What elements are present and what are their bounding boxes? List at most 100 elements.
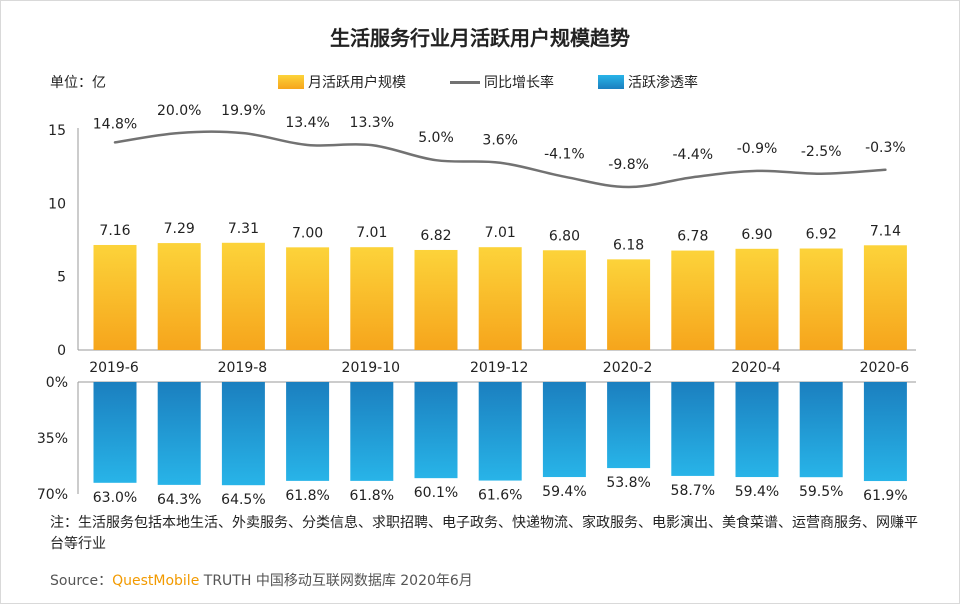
penetration-value-label: 61.8% bbox=[285, 488, 329, 504]
growth-value-label: 19.9% bbox=[221, 103, 265, 119]
legend-mau-swatch bbox=[278, 75, 304, 89]
penetration-value-label: 58.7% bbox=[671, 483, 715, 499]
growth-value-label: 20.0% bbox=[157, 103, 201, 119]
unit-label: 单位：亿 bbox=[50, 75, 106, 91]
penetration-bars bbox=[93, 382, 907, 486]
penetration-bar bbox=[414, 382, 458, 479]
lower-y-tick-label: 70% bbox=[37, 487, 68, 503]
x-tick-label: 2019-6 bbox=[89, 360, 139, 376]
legend-mau-label: 月活跃用户规模 bbox=[308, 75, 406, 91]
penetration-value-label: 64.5% bbox=[221, 492, 265, 508]
x-tick-label: 2020-6 bbox=[860, 360, 910, 376]
x-tick-label: 2019-8 bbox=[218, 360, 268, 376]
penetration-bar bbox=[286, 382, 330, 481]
growth-line-path bbox=[113, 130, 887, 189]
lower-y-tick-label: 0% bbox=[46, 375, 68, 391]
source-rest: TRUTH 中国移动互联网数据库 2020年6月 bbox=[199, 573, 473, 589]
penetration-value-label: 59.4% bbox=[542, 484, 586, 500]
mau-bar bbox=[157, 243, 201, 350]
source-prefix: Source： bbox=[50, 573, 113, 589]
legend-mau: 月活跃用户规模 bbox=[278, 72, 406, 92]
mau-bar bbox=[350, 247, 394, 350]
growth-value-label: 13.4% bbox=[285, 115, 329, 131]
mau-value-label: 6.92 bbox=[806, 227, 837, 243]
mau-bar bbox=[607, 259, 651, 350]
penetration-value-label: 61.9% bbox=[863, 488, 907, 504]
growth-line bbox=[113, 130, 887, 189]
mau-bar bbox=[414, 249, 458, 350]
growth-value-label: 13.3% bbox=[350, 115, 394, 131]
growth-value-label: -4.1% bbox=[544, 147, 585, 163]
penetration-bar bbox=[671, 382, 715, 476]
upper-y-tick-label: 15 bbox=[48, 123, 66, 139]
penetration-bar bbox=[478, 382, 522, 481]
mau-bar bbox=[671, 250, 715, 350]
penetration-bar bbox=[735, 382, 779, 478]
mau-value-label: 7.00 bbox=[292, 225, 323, 241]
mau-value-label: 7.01 bbox=[485, 225, 516, 241]
mau-value-label: 6.78 bbox=[677, 229, 708, 245]
penetration-value-label: 64.3% bbox=[157, 492, 201, 508]
mau-bar bbox=[799, 248, 843, 350]
legend-growth-swatch bbox=[450, 80, 480, 84]
mau-bars bbox=[93, 242, 907, 350]
growth-value-label: -9.8% bbox=[608, 157, 649, 173]
mau-bar bbox=[286, 247, 330, 350]
source-line: Source：QuestMobile TRUTH 中国移动互联网数据库 2020… bbox=[50, 570, 473, 590]
penetration-value-label: 63.0% bbox=[93, 490, 137, 506]
mau-value-label: 7.31 bbox=[228, 221, 259, 237]
penetration-value-label: 59.5% bbox=[799, 484, 843, 500]
growth-value-label: -0.3% bbox=[865, 140, 906, 156]
x-tick-label: 2020-4 bbox=[731, 360, 781, 376]
legend-growth-label: 同比增长率 bbox=[484, 75, 554, 91]
legend-penetration: 活跃渗透率 bbox=[598, 72, 698, 92]
growth-value-label: -0.9% bbox=[737, 141, 778, 157]
x-tick-label: 2019-12 bbox=[470, 360, 529, 376]
penetration-value-label: 61.6% bbox=[478, 488, 522, 504]
penetration-bar bbox=[799, 382, 843, 478]
legend-growth: 同比增长率 bbox=[450, 72, 554, 92]
upper-y-tick-label: 0 bbox=[57, 343, 66, 359]
source-brand: QuestMobile bbox=[112, 573, 200, 589]
penetration-bar bbox=[542, 382, 586, 478]
mau-bar bbox=[221, 242, 265, 350]
footnote: 注：生活服务包括本地生活、外卖服务、分类信息、求职招聘、电子政务、快递物流、家政… bbox=[50, 515, 918, 552]
growth-value-label: 14.8% bbox=[93, 116, 137, 132]
mau-bar bbox=[93, 244, 137, 350]
penetration-value-label: 53.8% bbox=[606, 475, 650, 491]
upper-y-tick-label: 10 bbox=[48, 196, 66, 212]
data-labels: 7.16 7.29 7.31 7.00 7.01 6.82 7.01 6.80 6.18 6.78… bbox=[93, 103, 908, 508]
mau-bar bbox=[863, 245, 907, 350]
mau-bar bbox=[478, 247, 522, 350]
mau-value-label: 6.18 bbox=[613, 237, 644, 253]
chart-canvas: 0 5 10 15 0% 35% 70% 2019-6 2019-8 2019-10 2019-12… bbox=[37, 103, 916, 508]
legend-penetration-label: 活跃渗透率 bbox=[628, 75, 698, 91]
growth-value-label: -2.5% bbox=[801, 144, 842, 160]
chart-title: 生活服务行业月活跃用户规模趋势 bbox=[330, 26, 630, 50]
penetration-value-label: 60.1% bbox=[414, 485, 458, 501]
penetration-bar bbox=[350, 382, 394, 481]
upper-y-tick-label: 5 bbox=[57, 270, 66, 286]
legend-penetration-swatch bbox=[598, 75, 624, 89]
mau-bar bbox=[735, 248, 779, 350]
growth-value-label: -4.4% bbox=[672, 147, 713, 163]
mau-value-label: 7.14 bbox=[870, 223, 901, 239]
penetration-bar bbox=[157, 382, 201, 485]
penetration-bar bbox=[93, 382, 137, 483]
penetration-value-label: 61.8% bbox=[350, 488, 394, 504]
penetration-bar bbox=[221, 382, 265, 486]
mau-value-label: 6.90 bbox=[741, 227, 772, 243]
lower-y-tick-label: 35% bbox=[37, 431, 68, 447]
mau-value-label: 6.82 bbox=[420, 228, 451, 244]
penetration-bar bbox=[607, 382, 651, 469]
x-tick-label: 2019-10 bbox=[342, 360, 401, 376]
growth-value-label: 5.0% bbox=[418, 130, 454, 146]
mau-value-label: 7.01 bbox=[356, 225, 387, 241]
mau-value-label: 7.16 bbox=[99, 223, 130, 239]
mau-value-label: 7.29 bbox=[164, 221, 195, 237]
mau-bar bbox=[542, 250, 586, 350]
penetration-bar bbox=[863, 382, 907, 482]
penetration-value-label: 59.4% bbox=[735, 484, 779, 500]
x-tick-label: 2020-2 bbox=[603, 360, 653, 376]
mau-value-label: 6.80 bbox=[549, 228, 580, 244]
